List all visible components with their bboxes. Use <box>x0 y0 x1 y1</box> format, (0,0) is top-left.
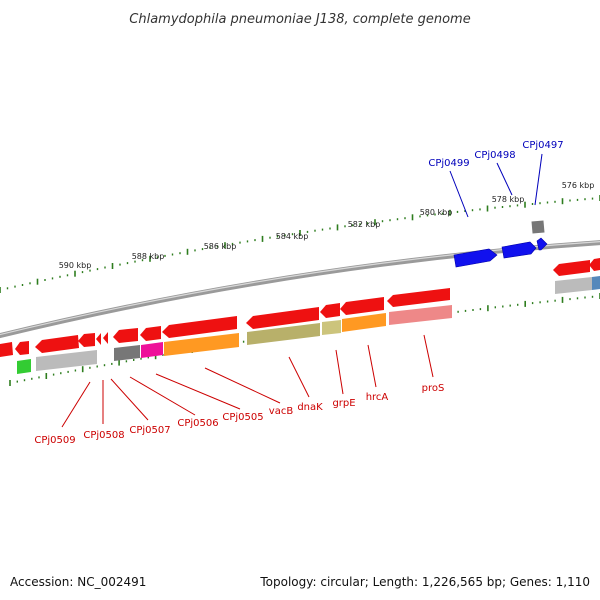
label-proS[interactable]: proS <box>422 383 445 394</box>
leader-grpE <box>335 349 344 395</box>
label-CPj0505[interactable]: CPj0505 <box>222 412 263 423</box>
gene-CPj0497-b[interactable] <box>531 220 545 234</box>
leader-CPj0498 <box>496 162 513 196</box>
label-hrcA[interactable]: hrcA <box>366 392 389 403</box>
gene-red-4[interactable] <box>96 333 101 345</box>
gene-red-0[interactable] <box>0 342 13 357</box>
leader-CPj0499 <box>449 170 469 218</box>
gene-red-8[interactable] <box>162 316 237 338</box>
block-magenta[interactable] <box>141 342 163 358</box>
block-olive-0[interactable] <box>247 323 320 345</box>
gene-red-14[interactable] <box>589 258 600 271</box>
leader-CPj0497 <box>534 153 543 206</box>
block-green[interactable] <box>17 359 31 374</box>
gene-red-5[interactable] <box>103 332 108 344</box>
block-gray-1[interactable] <box>555 277 592 294</box>
axis-label-584: 584 kbp <box>276 232 309 241</box>
outer-tick-ring <box>0 195 600 293</box>
gene-red-6[interactable] <box>113 328 138 343</box>
gene-labels-top: CPj0499 CPj0498 CPj0497 <box>428 140 563 169</box>
axis-label-576: 576 kbp <box>562 181 595 190</box>
category-blocks <box>17 276 600 374</box>
gene-red-2[interactable] <box>35 335 79 353</box>
axis-label-586: 586 kbp <box>204 242 237 251</box>
map-title: Chlamydophila pneumoniae J138, complete … <box>129 12 470 27</box>
axis-label-590: 590 kbp <box>59 261 92 270</box>
forward-strand-genes <box>453 220 548 268</box>
leader-proS <box>423 334 434 378</box>
axis-labels: 576 kbp 578 kbp 580 kbp 582 kbp 584 kbp … <box>59 181 595 270</box>
label-CPj0497[interactable]: CPj0497 <box>522 140 563 151</box>
block-gray-0[interactable] <box>36 350 97 371</box>
gene-red-7[interactable] <box>140 326 161 341</box>
gene-red-1[interactable] <box>15 341 29 355</box>
gene-CPj0498[interactable] <box>501 241 537 259</box>
label-CPj0508[interactable]: CPj0508 <box>83 430 124 441</box>
axis-label-588: 588 kbp <box>132 252 165 261</box>
gene-CPj0497-a[interactable] <box>536 237 548 251</box>
gene-red-3[interactable] <box>78 333 95 347</box>
block-orange-1[interactable] <box>342 313 386 332</box>
gene-red-12[interactable] <box>387 288 450 307</box>
label-CPj0498[interactable]: CPj0498 <box>474 150 515 161</box>
leader-CPj0506 <box>129 376 196 416</box>
block-pink[interactable] <box>389 305 452 325</box>
axis-label-582: 582 kbp <box>348 220 381 229</box>
block-orange-0[interactable] <box>164 333 239 356</box>
leader-CPj0507 <box>110 378 149 421</box>
leader-dnaK <box>288 356 310 398</box>
leader-hrcA <box>367 344 377 388</box>
leader-CPj0505 <box>155 373 241 410</box>
gene-red-11[interactable] <box>340 297 384 315</box>
label-dnaK[interactable]: dnaK <box>297 402 323 413</box>
leader-vacB <box>204 367 281 404</box>
leader-lines <box>61 153 543 428</box>
block-dark-gray[interactable] <box>114 345 140 361</box>
label-grpE[interactable]: grpE <box>332 398 355 409</box>
gene-red-10[interactable] <box>320 303 340 318</box>
block-steel-blue[interactable] <box>592 276 600 290</box>
leader-CPj0509 <box>61 381 91 428</box>
gene-red-13[interactable] <box>553 260 590 276</box>
topology-text: Topology: circular; Length: 1,226,565 bp… <box>259 575 590 589</box>
accession-text: Accession: NC_002491 <box>10 575 146 589</box>
label-CPj0507[interactable]: CPj0507 <box>129 425 170 436</box>
axis-label-578: 578 kbp <box>492 195 525 204</box>
axis-label-580: 580 kbp <box>420 208 453 217</box>
label-vacB[interactable]: vacB <box>269 406 294 417</box>
reverse-strand-genes <box>0 258 600 357</box>
gene-CPj0499[interactable] <box>453 248 498 268</box>
label-CPj0499[interactable]: CPj0499 <box>428 158 469 169</box>
label-CPj0509[interactable]: CPj0509 <box>34 435 75 446</box>
label-CPj0506[interactable]: CPj0506 <box>177 418 218 429</box>
gene-red-9[interactable] <box>246 307 319 329</box>
gene-labels-bottom: CPj0509 CPj0508 CPj0507 CPj0506 CPj0505 … <box>34 383 444 446</box>
block-olive-1[interactable] <box>322 320 341 335</box>
